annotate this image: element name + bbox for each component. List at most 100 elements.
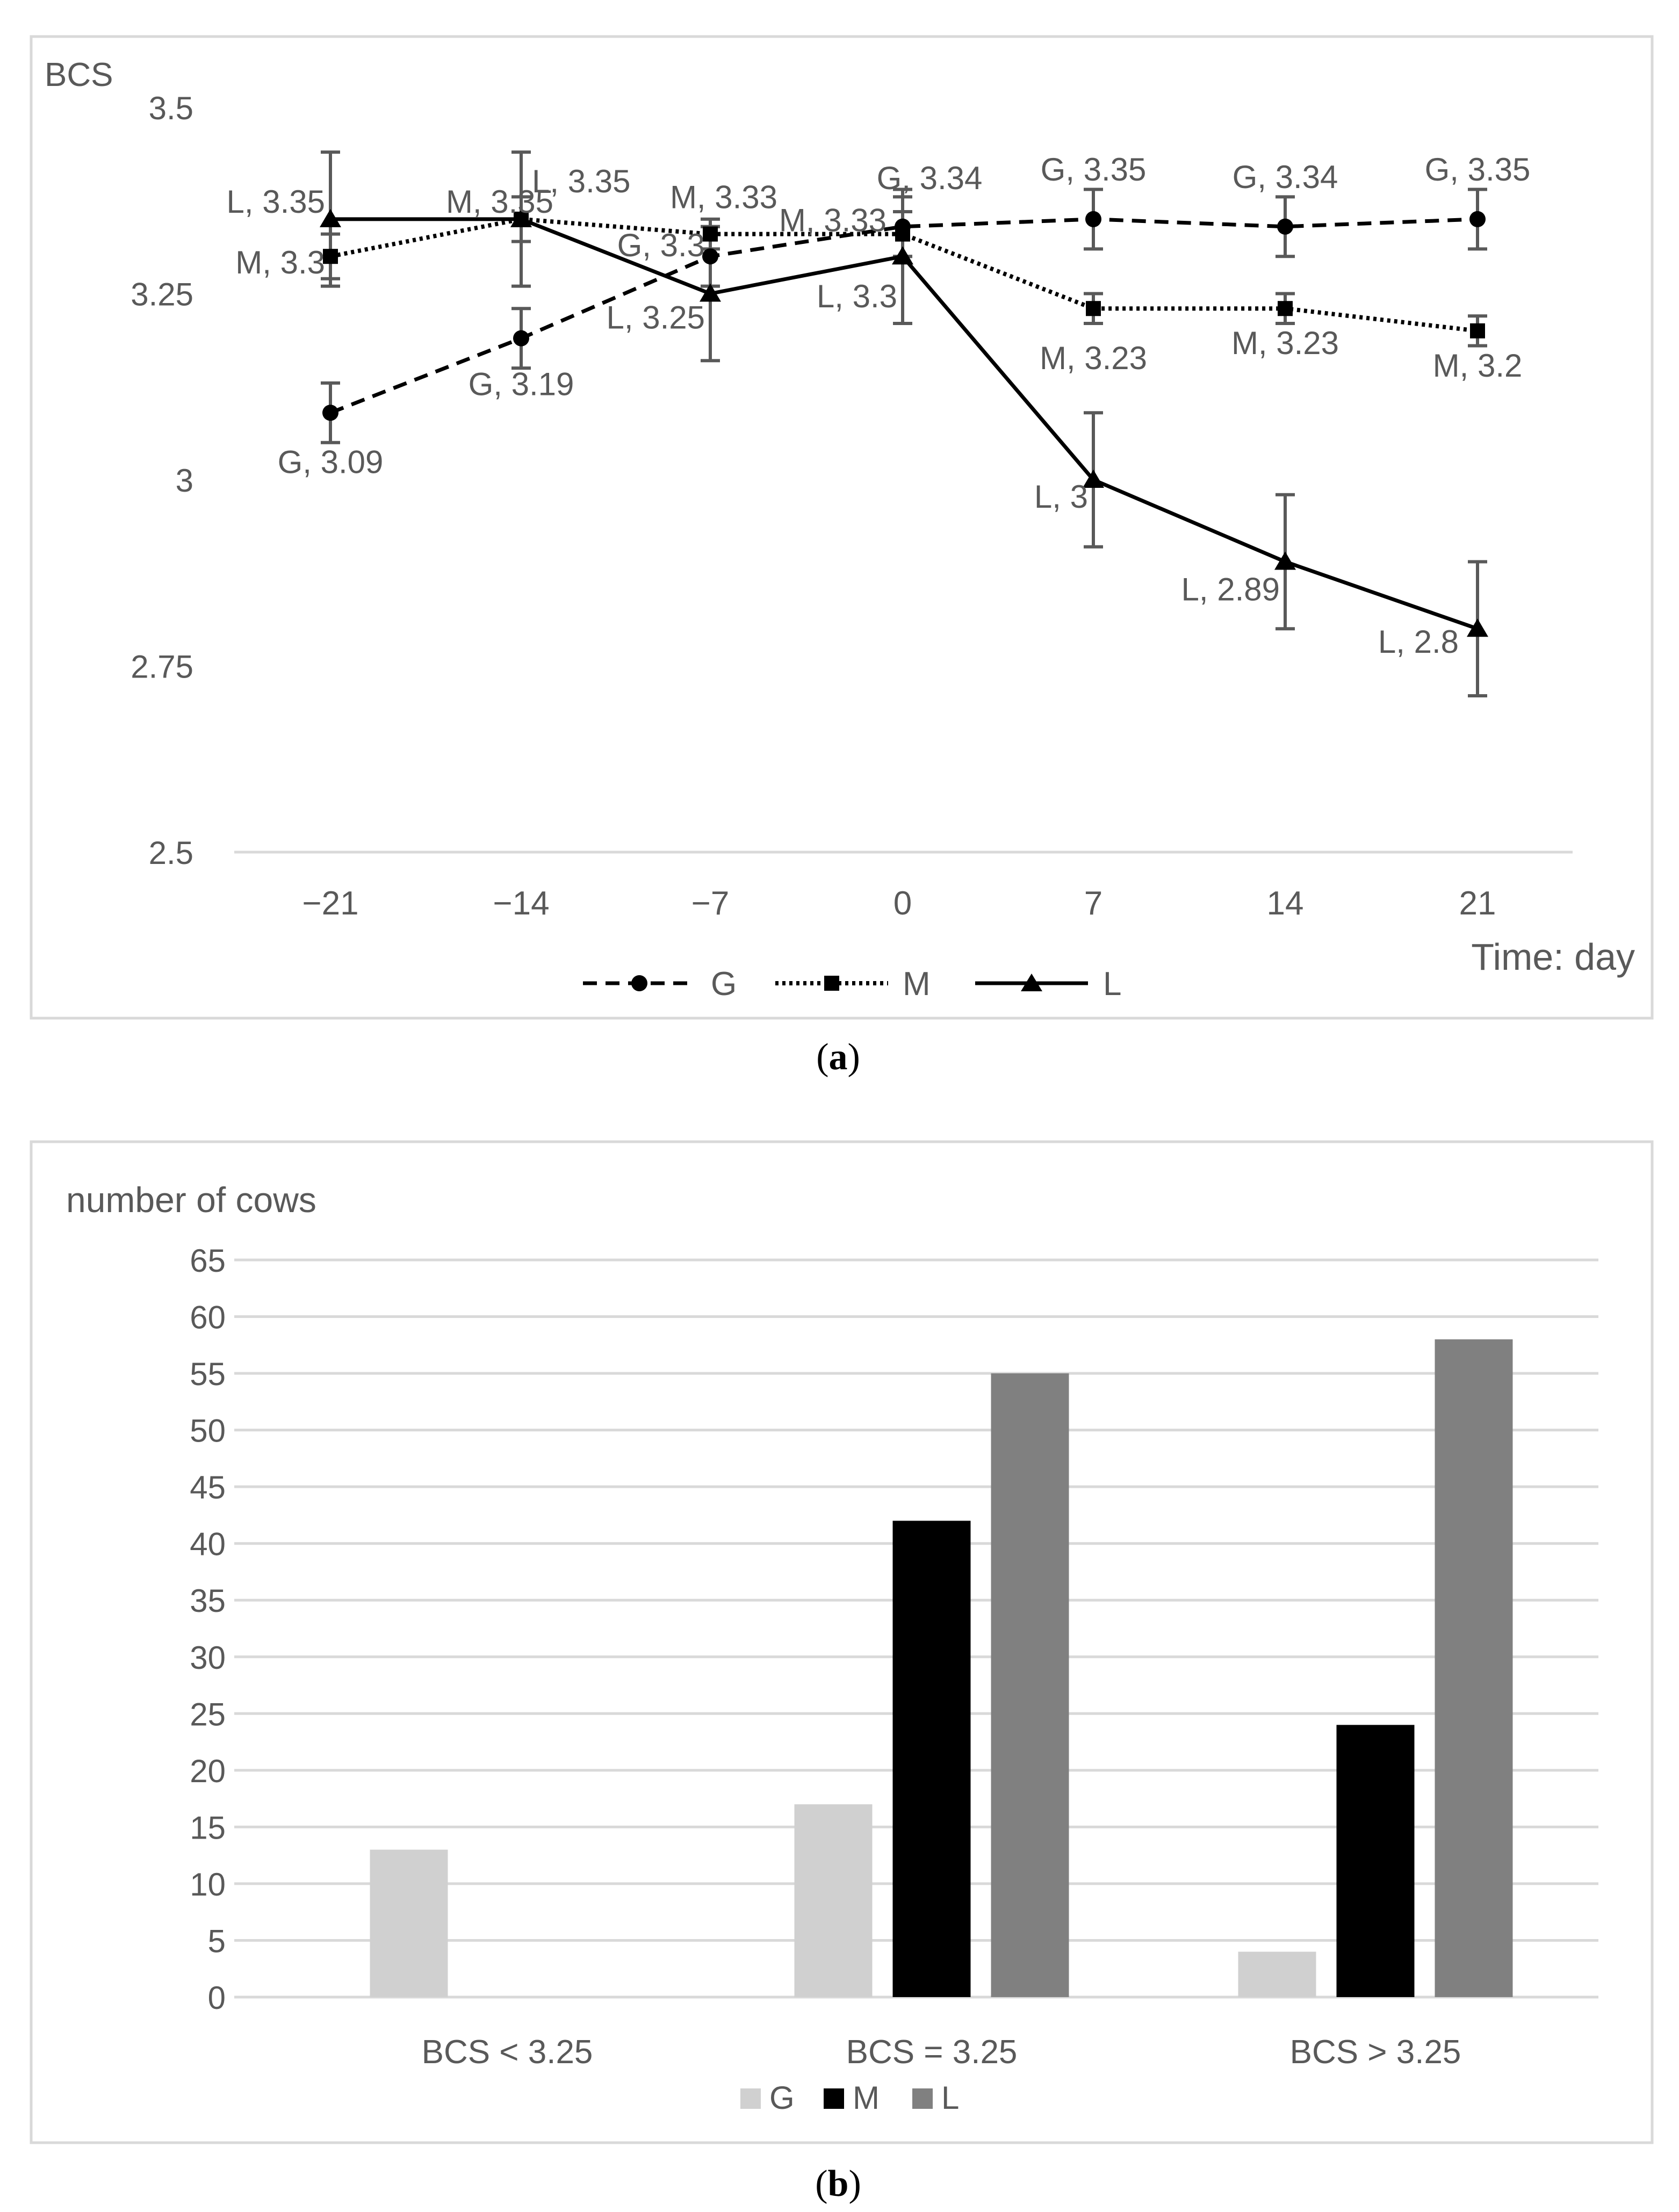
chart-b-legend: G M L (740, 2080, 959, 2116)
chart-b-y-ticks: 0 5 10 15 20 25 30 35 40 45 50 55 60 65 (190, 1243, 226, 2016)
data-point-g (702, 248, 718, 265)
data-label-g: G, 3.34 (1233, 159, 1338, 195)
data-point-l (1467, 618, 1488, 637)
data-label-g: G, 3.35 (1425, 152, 1531, 188)
legend-l-marker (1021, 974, 1042, 991)
chart-b-y-tick-label: 65 (190, 1243, 226, 1279)
bar-l (1435, 1339, 1513, 1997)
chart-a-y-tick-label: 2.5 (149, 835, 193, 871)
chart-b-y-tick-label: 15 (190, 1810, 226, 1846)
chart-b-y-tick-label: 55 (190, 1356, 226, 1392)
chart-b-frame (30, 1140, 1654, 2144)
bar-m (892, 1521, 971, 1997)
chart-b-x-ticks: BCS < 3.25 BCS = 3.25 BCS > 3.25 (422, 2034, 1461, 2071)
chart-a-x-tick-label: −7 (691, 885, 730, 922)
data-point-m (895, 226, 910, 242)
chart-b-bars (370, 1339, 1513, 1997)
chart-a-y-tick-label: 3.25 (131, 277, 193, 313)
chart-b-y-tick-label: 40 (190, 1526, 226, 1562)
data-label-l: L, 3.35 (532, 163, 631, 199)
chart-b-y-tick-label: 50 (190, 1413, 226, 1449)
chart-a-legend: G M L (583, 966, 1121, 1003)
chart-b-x-tick-label: BCS = 3.25 (846, 2034, 1018, 2071)
chart-a-x-tick-label: 0 (893, 885, 912, 922)
bar-chart-panel-b: number of cows 0 5 10 15 20 25 30 35 40 45 50 55 60 6… (30, 1140, 1654, 2204)
data-label-l: L, 2.89 (1181, 571, 1280, 607)
chart-a-x-tick-label: 7 (1084, 885, 1102, 922)
bar-m (1336, 1725, 1415, 1997)
legend-b-g-swatch (740, 2088, 761, 2109)
data-label-g: G, 3.35 (1041, 152, 1147, 188)
data-label-m: M, 3.33 (670, 179, 777, 215)
chart-a-x-tick-label: −14 (493, 885, 549, 922)
legend-b-g-label: G (769, 2080, 795, 2116)
legend-item-l: L (975, 966, 1121, 1003)
chart-b-y-tick-label: 10 (190, 1867, 226, 1903)
data-label-g: G, 3.19 (469, 366, 574, 402)
data-point-g (1085, 211, 1101, 227)
data-point-m (1470, 323, 1485, 338)
chart-a-data-labels: G, 3.09 G, 3.19 G, 3.3 G, 3.34 G, 3.35 G, 3.3… (227, 152, 1531, 660)
chart-b-y-tick-label: 45 (190, 1469, 226, 1505)
data-label-m: M, 3.2 (1433, 348, 1523, 384)
chart-b-x-tick-label: BCS > 3.25 (1290, 2034, 1461, 2071)
data-label-m: M, 3.33 (779, 203, 887, 239)
data-point-g (322, 405, 338, 421)
legend-item-g: G (583, 966, 737, 1003)
chart-a-y-label: BCS (45, 56, 113, 93)
chart-b-y-tick-label: 0 (208, 1980, 226, 2016)
bar-g (370, 1849, 448, 1997)
chart-b-y-tick-label: 20 (190, 1753, 226, 1789)
legend-b-item-g: G (740, 2080, 795, 2116)
data-label-g: G, 3.3 (617, 227, 705, 263)
legend-b-l-label: L (941, 2080, 959, 2116)
data-point-m (1278, 301, 1293, 316)
data-label-m: M, 3.23 (1040, 340, 1147, 376)
chart-a-y-tick-label: 2.75 (131, 649, 193, 685)
chart-a-y-tick-label: 3.5 (149, 90, 193, 126)
chart-a-x-ticks: −21 −14 −7 0 7 14 21 (302, 885, 1496, 922)
chart-a-y-ticks: 2.5 2.75 3 3.25 3.5 (131, 90, 193, 871)
line-chart-panel-a: BCS 2.5 2.75 3 3.25 3.5 −21 −14 −7 0 7 14 21 Time:… (30, 35, 1654, 1078)
chart-b-y-tick-label: 30 (190, 1640, 226, 1676)
chart-a-frame (30, 35, 1654, 1020)
chart-a-x-tick-label: −21 (302, 885, 358, 922)
data-point-l (892, 246, 913, 265)
legend-g-marker (631, 975, 647, 991)
data-point-l (1083, 470, 1104, 488)
data-label-l: L, 2.8 (1378, 624, 1459, 660)
data-point-m (703, 226, 718, 242)
data-point-l (700, 283, 721, 302)
data-point-l (1274, 551, 1296, 570)
data-label-g: G, 3.09 (278, 444, 384, 480)
data-label-g: G, 3.34 (877, 160, 983, 196)
chart-a-x-tick-label: 21 (1459, 885, 1496, 922)
legend-g-label: G (711, 966, 737, 1003)
data-label-l: L, 3.3 (817, 278, 897, 314)
chart-b-y-tick-label: 5 (208, 1923, 226, 1959)
data-label-l: L, 3.35 (227, 184, 326, 220)
bar-g (794, 1804, 873, 1997)
data-point-l (510, 208, 532, 227)
legend-b-m-swatch (824, 2088, 844, 2109)
legend-b-m-label: M (853, 2080, 880, 2116)
chart-b-y-tick-label: 60 (190, 1300, 226, 1336)
data-point-m (323, 249, 338, 264)
panel-a-caption: (a) (816, 1036, 860, 1078)
legend-l-label: L (1103, 966, 1121, 1003)
data-label-m: M, 3.35 (446, 184, 553, 220)
legend-item-m: M (775, 966, 931, 1003)
legend-b-item-l: L (912, 2080, 959, 2116)
data-point-m (1086, 301, 1101, 316)
data-label-m: M, 3.3 (235, 244, 325, 280)
data-point-g (1469, 211, 1486, 227)
bar-g (1238, 1951, 1316, 1997)
data-label-l: L, 3 (1034, 479, 1088, 515)
chart-b-y-tick-label: 25 (190, 1696, 226, 1732)
legend-b-item-m: M (824, 2080, 880, 2116)
chart-a-series (320, 150, 1488, 697)
data-point-l (320, 208, 341, 227)
data-label-m: M, 3.23 (1231, 325, 1339, 361)
chart-b-y-tick-label: 35 (190, 1583, 226, 1619)
